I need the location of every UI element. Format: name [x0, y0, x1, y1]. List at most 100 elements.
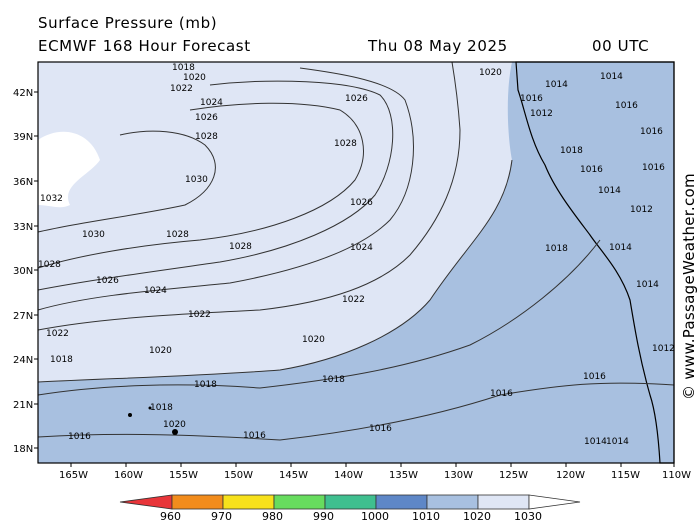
- lon-label: 145W: [279, 470, 308, 481]
- isobar-label: 1016: [580, 165, 603, 175]
- legend-label: 990: [313, 510, 334, 523]
- isobar-label: 1016: [520, 94, 543, 104]
- isobar-label: 1026: [195, 113, 218, 123]
- isobar-1028: [37, 102, 364, 269]
- isobar-label: 1020: [183, 73, 206, 83]
- isobar-label: 1014: [609, 243, 632, 253]
- legend-swatch-blue: [375, 494, 428, 510]
- isobar-label: 1018: [150, 403, 173, 413]
- isobar-label: 1020: [479, 68, 502, 78]
- lat-label: 24N: [13, 355, 33, 366]
- chart-title: Surface Pressure (mb): [38, 14, 218, 32]
- isobar-label: 1028: [334, 139, 357, 149]
- legend-swatch-teal: [324, 494, 377, 510]
- legend-swatch-green: [273, 494, 326, 510]
- isobar-label: 1012: [630, 205, 653, 215]
- isobar-label: 1020: [302, 335, 325, 345]
- isobar-1030: [37, 130, 216, 233]
- isobar-label: 1022: [188, 310, 211, 320]
- isobar-1018: [37, 239, 601, 396]
- isobar-label: 1020: [163, 420, 186, 430]
- isobar-label: 1016: [490, 389, 513, 399]
- lon-label: 165W: [59, 470, 88, 481]
- legend-label: 980: [262, 510, 283, 523]
- isobar-label: 1018: [545, 244, 568, 254]
- isobar-label: 1014: [598, 186, 621, 196]
- legend-label: 970: [211, 510, 232, 523]
- isobar-label: 1022: [342, 295, 365, 305]
- map-area: [38, 61, 675, 464]
- isobar-label: 1018: [50, 355, 73, 365]
- isobar-1026: [37, 80, 394, 291]
- isobar-label: 1016: [640, 127, 663, 137]
- isobar-label: 1032: [40, 194, 63, 204]
- lon-label: 135W: [389, 470, 418, 481]
- band-1030-high: [38, 131, 100, 208]
- lon-label: 130W: [444, 470, 473, 481]
- isobar-label: 1026: [345, 94, 368, 104]
- legend-swatch-paleblue: [477, 494, 530, 510]
- isobar-label: 1026: [350, 198, 373, 208]
- lat-label: 18N: [13, 444, 33, 455]
- forecast-time: 00 UTC: [592, 37, 650, 55]
- isobar-label: 1028: [38, 260, 61, 270]
- isobar-label: 1030: [185, 175, 208, 185]
- isobar-label: 1020: [149, 346, 172, 356]
- lon-label: 115W: [611, 470, 640, 481]
- isobar-label-group: 1018 1020 1022 1024 1026 1028 1026 1028 …: [38, 63, 675, 447]
- latitude-axis: 42N 39N 36N 33N 30N 27N 24N 21N 18N: [13, 88, 38, 455]
- isobar-label: 1018: [560, 146, 583, 156]
- band-1020-1030: [38, 62, 512, 382]
- legend-label: 1010: [412, 510, 440, 523]
- isobar-label: 1018: [322, 375, 345, 385]
- isobar-label: 1028: [229, 242, 252, 252]
- lon-label: 125W: [499, 470, 528, 481]
- isobar-label: 1018: [172, 63, 195, 73]
- isobar-label: 1022: [170, 84, 193, 94]
- lon-label: 160W: [114, 470, 143, 481]
- isobar-label: 1012: [652, 344, 675, 354]
- lon-label: 155W: [169, 470, 198, 481]
- lat-label: 39N: [13, 132, 33, 143]
- isobar-label: 1028: [195, 132, 218, 142]
- isobar-label: 1024: [200, 98, 223, 108]
- legend-label: 960: [160, 510, 181, 523]
- legend-swatch-white: [528, 494, 581, 510]
- isobar-lines: [37, 61, 675, 441]
- longitude-axis: 165W 160W 155W 150W 145W 140W 135W 130W …: [59, 463, 691, 481]
- isobar-label: 1012: [530, 109, 553, 119]
- isobar-label: 1018: [194, 380, 217, 390]
- isobar-1024: [37, 67, 414, 311]
- hawaii-islands: [128, 406, 178, 435]
- isobar-label: 1024: [144, 286, 167, 296]
- isobar-label: 1014: [584, 437, 607, 447]
- isobar-label: 1016: [615, 101, 638, 111]
- isobar-label: 1014: [545, 80, 568, 90]
- isobar-1022: [37, 61, 461, 331]
- legend-label: 1000: [361, 510, 389, 523]
- isobar-1016-south: [37, 382, 675, 441]
- pressure-legend: 960 970 980 990 1000 1010 1020 1030: [119, 494, 581, 523]
- isobar-label: 1014: [600, 72, 623, 82]
- legend-swatch-orange: [171, 494, 224, 510]
- isobar-1020: [37, 159, 513, 383]
- legend-swatch-red: [119, 494, 173, 510]
- site-credit: © www.PassageWeather.com: [680, 173, 698, 400]
- lat-label: 30N: [13, 266, 33, 277]
- land-mass: [515, 61, 675, 464]
- isobar-label: 1014: [636, 280, 659, 290]
- isobar-label: 1016: [369, 424, 392, 434]
- isobar-label: 1016: [642, 163, 665, 173]
- lat-label: 33N: [13, 222, 33, 233]
- isobar-label: 1016: [68, 432, 91, 442]
- legend-swatch-lightblue: [426, 494, 479, 510]
- lon-label: 140W: [334, 470, 363, 481]
- isobar-label: 1022: [46, 329, 69, 339]
- lat-label: 36N: [13, 177, 33, 188]
- isobar-label: 1028: [166, 230, 189, 240]
- legend-swatch-yellow: [222, 494, 275, 510]
- legend-label: 1020: [463, 510, 491, 523]
- lon-label: 150W: [224, 470, 253, 481]
- model-label: ECMWF 168 Hour Forecast: [38, 37, 251, 55]
